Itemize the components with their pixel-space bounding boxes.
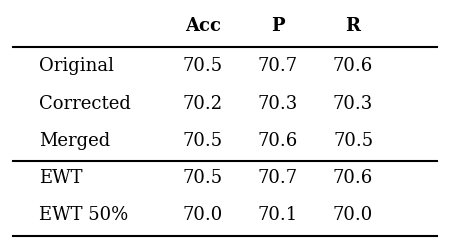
Text: 70.5: 70.5: [183, 132, 223, 150]
Text: 70.3: 70.3: [333, 95, 373, 113]
Text: 70.5: 70.5: [183, 58, 223, 75]
Text: 70.0: 70.0: [333, 206, 373, 224]
Text: 70.3: 70.3: [258, 95, 298, 113]
Text: Acc: Acc: [185, 17, 221, 35]
Text: 70.5: 70.5: [333, 132, 373, 150]
Text: R: R: [346, 17, 360, 35]
Text: 70.7: 70.7: [258, 169, 298, 187]
Text: 70.0: 70.0: [183, 206, 223, 224]
Text: EWT: EWT: [40, 169, 83, 187]
Text: 70.1: 70.1: [258, 206, 298, 224]
Text: P: P: [271, 17, 285, 35]
Text: 70.6: 70.6: [258, 132, 298, 150]
Text: EWT 50%: EWT 50%: [40, 206, 129, 224]
Text: 70.5: 70.5: [183, 169, 223, 187]
Text: 70.6: 70.6: [333, 169, 373, 187]
Text: Original: Original: [40, 58, 114, 75]
Text: 70.7: 70.7: [258, 58, 298, 75]
Text: 70.6: 70.6: [333, 58, 373, 75]
Text: 70.2: 70.2: [183, 95, 223, 113]
Text: Merged: Merged: [40, 132, 111, 150]
Text: Corrected: Corrected: [40, 95, 131, 113]
